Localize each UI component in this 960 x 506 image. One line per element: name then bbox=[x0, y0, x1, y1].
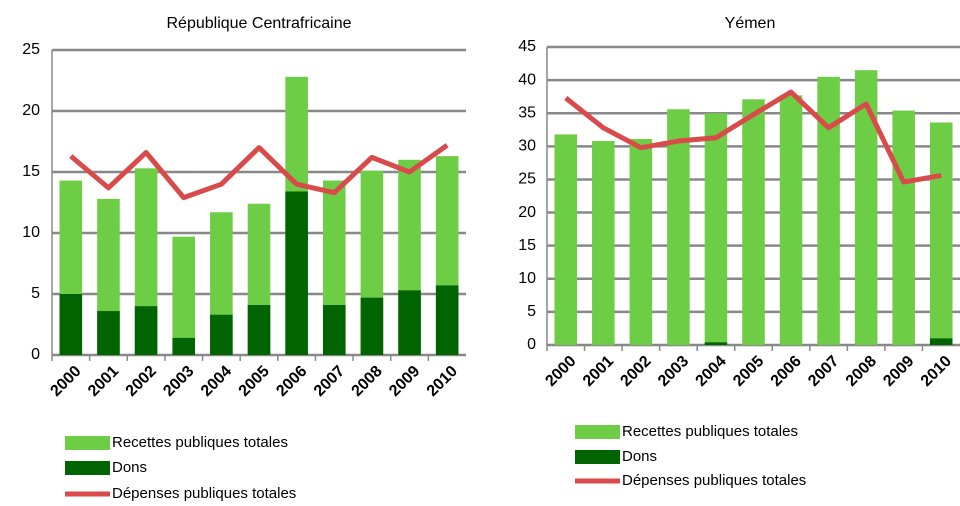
bar bbox=[854, 70, 878, 345]
bar bbox=[360, 297, 384, 355]
x-tick-label: 2004 bbox=[693, 353, 730, 390]
x-tick-label: 2010 bbox=[918, 353, 955, 390]
line bbox=[564, 89, 942, 185]
bar bbox=[704, 113, 728, 345]
x-tick-label: 2006 bbox=[768, 353, 805, 390]
x-tick-label: 2005 bbox=[730, 353, 767, 390]
y-tick-label: 0 bbox=[31, 346, 40, 363]
bar bbox=[172, 236, 196, 355]
legend-label: Dons bbox=[112, 459, 147, 476]
y-tick-label: 0 bbox=[527, 336, 536, 353]
legend-label: Recettes publiques totales bbox=[112, 434, 288, 451]
bar bbox=[629, 139, 653, 345]
x-tick-label: 2003 bbox=[160, 363, 197, 400]
legend-label: Dons bbox=[622, 448, 657, 465]
bar bbox=[134, 306, 158, 355]
x-tick-label: 2001 bbox=[580, 353, 617, 390]
x-tick-label: 2004 bbox=[198, 363, 235, 400]
x-tick-label: 2009 bbox=[880, 353, 917, 390]
bar bbox=[285, 191, 308, 355]
x-tick-label: 2007 bbox=[311, 363, 348, 400]
line bbox=[69, 143, 449, 201]
chart-title: Yémen bbox=[725, 15, 776, 32]
x-tick-label: 2006 bbox=[273, 363, 310, 400]
x-tick-label: 2009 bbox=[386, 363, 423, 400]
bar bbox=[929, 338, 953, 345]
x-tick-label: 2008 bbox=[843, 353, 880, 390]
x-tick-label: 2002 bbox=[617, 353, 654, 390]
x-tick-label: 2007 bbox=[805, 353, 842, 390]
legend-label: Recettes publiques totales bbox=[622, 423, 798, 440]
x-tick-label: 2002 bbox=[123, 363, 160, 400]
y-tick-label: 5 bbox=[527, 303, 536, 320]
legend-label: Dépenses publiques totales bbox=[112, 485, 296, 502]
y-tick-label: 30 bbox=[518, 138, 536, 155]
y-tick-label: 20 bbox=[22, 102, 40, 119]
y-tick-label: 20 bbox=[518, 204, 536, 221]
legend-swatch bbox=[575, 425, 620, 439]
legend-swatch bbox=[65, 461, 110, 475]
bar bbox=[742, 99, 765, 345]
y-tick-label: 40 bbox=[518, 71, 536, 88]
chart-title: République Centrafricaine bbox=[167, 15, 352, 32]
x-tick-label: 2001 bbox=[85, 363, 122, 400]
x-tick-label: 2008 bbox=[349, 363, 386, 400]
bar bbox=[97, 311, 120, 355]
y-tick-label: 45 bbox=[518, 38, 536, 55]
bar bbox=[892, 110, 915, 345]
y-tick-label: 5 bbox=[31, 285, 40, 302]
bar bbox=[929, 122, 953, 345]
bar bbox=[59, 294, 83, 355]
bar bbox=[172, 337, 196, 355]
bar bbox=[210, 314, 233, 355]
y-tick-label: 35 bbox=[518, 104, 536, 121]
bar bbox=[554, 134, 578, 345]
y-tick-label: 25 bbox=[22, 41, 40, 58]
legend-swatch bbox=[65, 436, 110, 450]
legend-swatch bbox=[575, 450, 620, 464]
y-tick-label: 25 bbox=[518, 171, 536, 188]
bar bbox=[817, 76, 840, 346]
bar bbox=[435, 285, 459, 355]
x-tick-label: 2000 bbox=[542, 353, 579, 390]
x-tick-label: 2005 bbox=[236, 363, 273, 400]
bar bbox=[398, 290, 421, 355]
y-tick-label: 10 bbox=[22, 224, 40, 241]
bar bbox=[779, 95, 803, 345]
legend-label: Dépenses publiques totales bbox=[622, 472, 806, 489]
bar bbox=[247, 304, 271, 355]
y-tick-label: 10 bbox=[518, 270, 536, 287]
x-tick-label: 2010 bbox=[424, 363, 461, 400]
bar bbox=[592, 141, 615, 345]
x-tick-label: 2000 bbox=[47, 363, 84, 400]
y-tick-label: 15 bbox=[518, 237, 536, 254]
y-tick-label: 15 bbox=[22, 163, 40, 180]
bar bbox=[322, 304, 346, 355]
bar bbox=[667, 109, 690, 345]
x-tick-label: 2003 bbox=[655, 353, 692, 390]
bar bbox=[704, 342, 728, 345]
